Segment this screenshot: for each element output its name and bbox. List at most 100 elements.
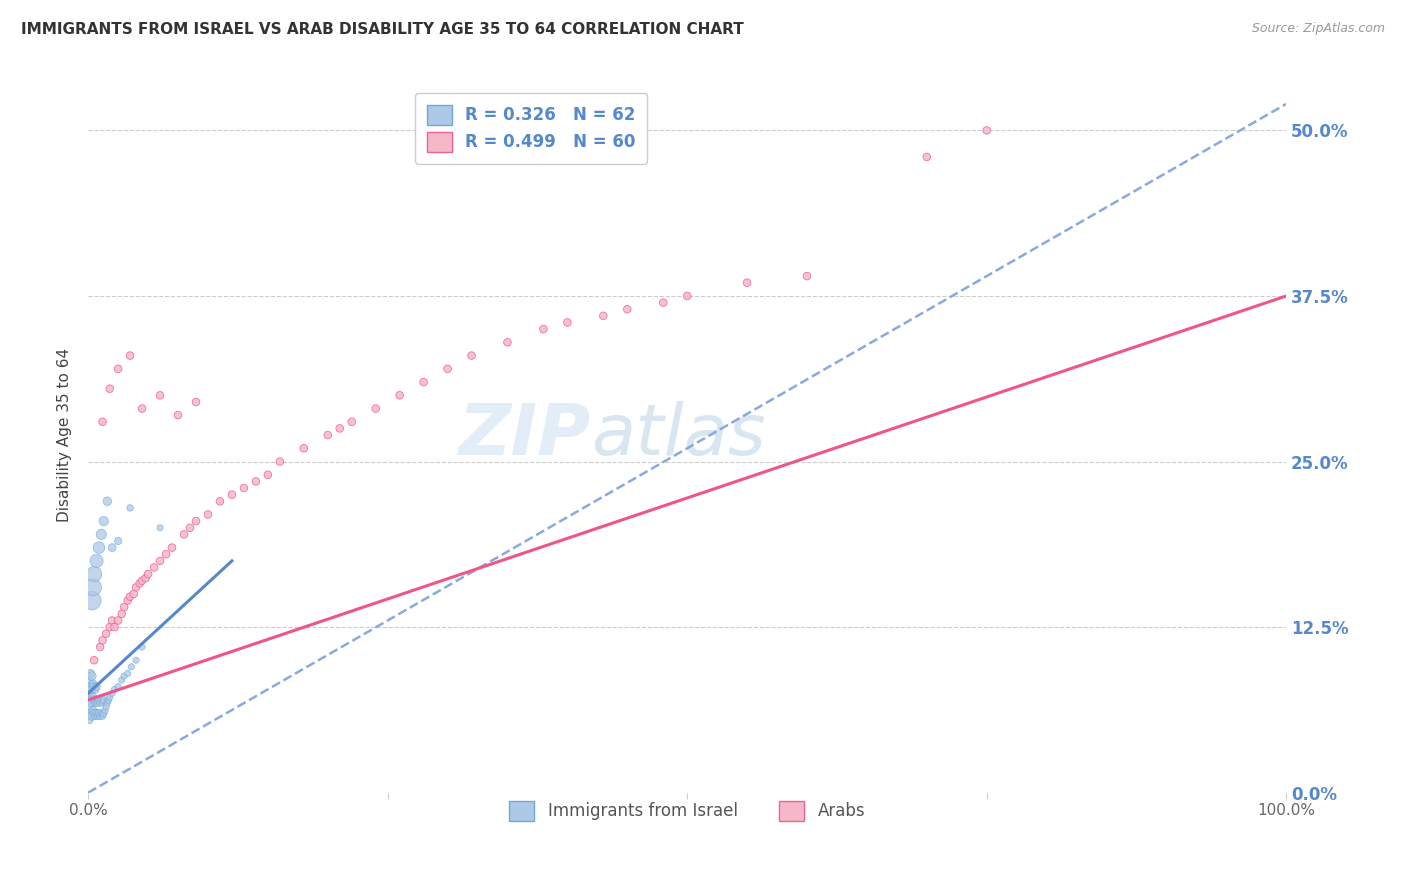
Point xyxy=(84,709,107,723)
Point xyxy=(531,322,554,336)
Point xyxy=(101,614,124,628)
Point xyxy=(82,580,104,594)
Point xyxy=(91,709,114,723)
Point xyxy=(184,395,207,409)
Point xyxy=(96,696,118,710)
Point xyxy=(329,421,352,435)
Point xyxy=(94,699,117,714)
Legend: Immigrants from Israel, Arabs: Immigrants from Israel, Arabs xyxy=(496,788,879,834)
Point xyxy=(86,680,108,694)
Point xyxy=(131,574,153,588)
Point xyxy=(232,481,254,495)
Point xyxy=(86,554,108,568)
Y-axis label: Disability Age 35 to 64: Disability Age 35 to 64 xyxy=(58,348,72,522)
Point xyxy=(184,514,207,528)
Point xyxy=(79,693,101,707)
Point xyxy=(436,361,458,376)
Point xyxy=(82,704,104,718)
Point xyxy=(197,508,219,522)
Point xyxy=(89,640,111,654)
Point xyxy=(120,590,142,604)
Point xyxy=(87,541,110,555)
Point xyxy=(269,454,291,468)
Point xyxy=(98,620,121,634)
Point xyxy=(83,706,105,721)
Point xyxy=(149,554,172,568)
Point xyxy=(112,669,135,683)
Point xyxy=(112,600,135,615)
Point xyxy=(592,309,614,323)
Point xyxy=(96,494,118,508)
Point xyxy=(98,382,121,396)
Point xyxy=(316,428,339,442)
Point xyxy=(143,560,166,574)
Point xyxy=(87,693,110,707)
Point xyxy=(179,521,201,535)
Point xyxy=(91,415,114,429)
Point xyxy=(83,653,105,667)
Point xyxy=(101,686,124,700)
Point xyxy=(616,302,638,317)
Point xyxy=(120,500,142,515)
Point xyxy=(91,633,114,648)
Point xyxy=(976,123,998,137)
Point xyxy=(86,706,108,721)
Point xyxy=(125,653,148,667)
Point xyxy=(796,269,818,284)
Point xyxy=(107,680,129,694)
Point xyxy=(97,693,120,707)
Point xyxy=(117,593,139,607)
Point xyxy=(496,335,519,350)
Point xyxy=(93,693,115,707)
Point xyxy=(82,690,104,705)
Point xyxy=(735,276,758,290)
Point xyxy=(676,289,699,303)
Point xyxy=(84,682,107,697)
Point xyxy=(79,680,101,694)
Point xyxy=(149,521,172,535)
Point xyxy=(160,541,183,555)
Point xyxy=(652,295,675,310)
Point xyxy=(388,388,411,402)
Point xyxy=(80,669,103,683)
Point xyxy=(87,706,110,721)
Point xyxy=(340,415,363,429)
Point xyxy=(364,401,387,416)
Point xyxy=(131,640,153,654)
Point xyxy=(83,693,105,707)
Point xyxy=(84,696,107,710)
Point xyxy=(90,527,112,541)
Point xyxy=(91,696,114,710)
Point xyxy=(257,467,280,482)
Point xyxy=(79,699,101,714)
Point xyxy=(117,666,139,681)
Point xyxy=(93,514,115,528)
Point xyxy=(122,587,145,601)
Point xyxy=(79,686,101,700)
Point xyxy=(87,696,110,710)
Point xyxy=(120,349,142,363)
Point xyxy=(93,706,115,721)
Point xyxy=(221,488,243,502)
Point xyxy=(111,673,134,687)
Point xyxy=(915,150,938,164)
Point xyxy=(107,534,129,549)
Point xyxy=(131,401,153,416)
Point xyxy=(80,593,103,607)
Text: IMMIGRANTS FROM ISRAEL VS ARAB DISABILITY AGE 35 TO 64 CORRELATION CHART: IMMIGRANTS FROM ISRAEL VS ARAB DISABILIT… xyxy=(21,22,744,37)
Point xyxy=(89,709,111,723)
Point xyxy=(155,547,177,561)
Point xyxy=(94,704,117,718)
Point xyxy=(83,567,105,582)
Point xyxy=(89,696,111,710)
Point xyxy=(103,620,125,634)
Text: Source: ZipAtlas.com: Source: ZipAtlas.com xyxy=(1251,22,1385,36)
Point xyxy=(87,709,110,723)
Point xyxy=(292,442,315,456)
Point xyxy=(149,388,172,402)
Point xyxy=(167,408,190,422)
Point xyxy=(80,709,103,723)
Point xyxy=(79,713,101,727)
Point xyxy=(86,693,108,707)
Point xyxy=(80,696,103,710)
